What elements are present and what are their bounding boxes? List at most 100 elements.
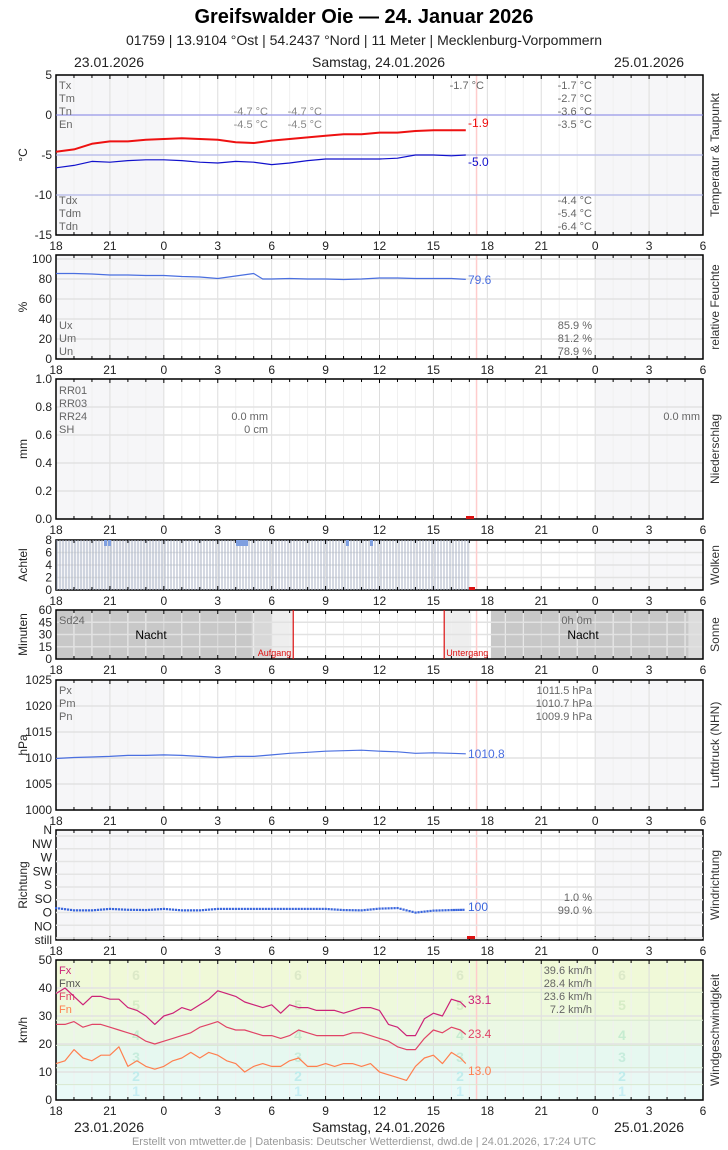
wind-direction-point [360,909,363,912]
wind-direction-point [174,908,178,911]
x-tick-label: 6 [700,523,707,537]
x-tick-label: 0 [592,814,599,828]
legend-label: Pm [59,698,76,710]
wind-direction-point [66,908,70,911]
x-tick-label: 6 [268,944,275,958]
wind-direction-point [261,907,264,911]
beaufort-label: 2 [132,1068,140,1084]
tx-now: -1.7 °C [450,80,484,92]
wind-direction-point [297,907,300,911]
sunset-label: Untergang [446,648,488,658]
wind-direction-point [321,907,324,911]
wind-direction-point [246,907,249,911]
wind-direction-point [78,909,82,912]
wind-direction-point [138,908,142,912]
cloud-highlight [346,540,349,546]
x-tick-label: 21 [103,663,117,677]
stat-value: 1009.9 hPa [536,711,593,723]
y-tick-label: 1005 [25,777,52,791]
wind-direction-point [351,909,354,912]
y-tick-label: 4 [45,558,52,572]
wind-direction-point [216,907,219,911]
x-tick-label: 21 [535,814,549,828]
wind-direction-point [75,909,79,912]
wind-direction-point [129,908,133,911]
x-tick-label: 6 [268,363,275,377]
wind-direction-point [330,908,333,911]
wind-direction-point [282,907,285,911]
stat-value: -1.7 °C [558,80,592,92]
stat-value: 78.9 % [558,346,592,358]
wind-direction-point [309,907,312,911]
x-tick-label: 15 [427,594,441,608]
stat-value: 1011.5 hPa [537,685,593,697]
x-tick-label: 12 [373,523,387,537]
y-tick-label: 30 [39,628,53,642]
y-axis-label: % [16,301,30,312]
stat-value: 1010.7 hPa [536,698,593,710]
wind-direction-point [420,910,423,914]
wind-direction-point [411,910,414,913]
beaufort-label: 1 [456,1083,464,1099]
y-tick-label: NW [32,837,53,851]
wind-direction-point [450,908,453,912]
wind-direction-point [369,908,372,911]
wind-direction-point [423,910,426,913]
beaufort-label: 3 [456,1049,464,1065]
wind-direction-point [455,908,458,912]
date-center: Samstag, 24.01.2026 [312,54,446,70]
beaufort-label: 3 [294,1049,302,1065]
wind-direction-point [348,909,351,912]
x-tick-label: 9 [322,594,329,608]
y-tick-label: 40 [39,312,53,326]
wind-direction-point [357,909,360,912]
y-tick-label: 1020 [25,699,52,713]
stat-value: -2.7 °C [558,93,592,105]
x-tick-label: 0 [160,239,167,253]
x-tick-label: 12 [373,944,387,958]
wind-direction-point [258,907,261,911]
humidity-current: 79.6 [468,273,492,287]
legend-label: Tdm [59,208,81,220]
wind-direction-point [264,907,267,911]
x-tick-label: 18 [481,814,495,828]
cloud-highlight [370,540,373,546]
x-tick-label: 18 [481,1104,495,1118]
y-tick-label: 10 [39,1065,53,1079]
legend-label: Fx [59,965,72,977]
x-tick-label: 0 [160,814,167,828]
x-tick-label: 9 [322,523,329,537]
wind-direction-point [273,907,276,911]
y-axis-label: hPa [16,734,30,756]
wind-direction-point [279,907,282,911]
wind-direction-point [354,909,357,912]
y-tick-label: NO [34,919,52,933]
y-tick-label: 0.8 [35,400,52,414]
wind-direction-point [438,909,441,912]
x-tick-label: 9 [322,944,329,958]
x-tick-label: 0 [160,363,167,377]
x-tick-label: 21 [103,523,117,537]
wind-direction-point [249,907,252,911]
y-tick-label: 0 [45,652,52,666]
x-tick-label: 3 [646,814,653,828]
y-tick-label: SO [35,892,52,906]
wind-direction-point [63,908,67,911]
x-tick-label: 21 [103,814,117,828]
x-tick-label: 15 [427,239,441,253]
x-tick-label: 12 [373,663,387,677]
legend-label: Sd24 [59,615,85,627]
x-tick-label: 21 [535,363,549,377]
x-tick-label: 15 [427,523,441,537]
svg-text:-4.5 °C: -4.5 °C [288,119,322,131]
x-tick-label: 21 [103,1104,117,1118]
wind-direction-point [132,908,136,911]
x-tick-label: 9 [322,663,329,677]
wind-direction-point [312,907,315,911]
wind-direction-point [327,908,330,911]
wind-direction-point [57,907,61,910]
dewpoint-line [55,154,466,169]
x-tick-label: 21 [103,239,117,253]
y-axis-label: °C [16,148,30,162]
